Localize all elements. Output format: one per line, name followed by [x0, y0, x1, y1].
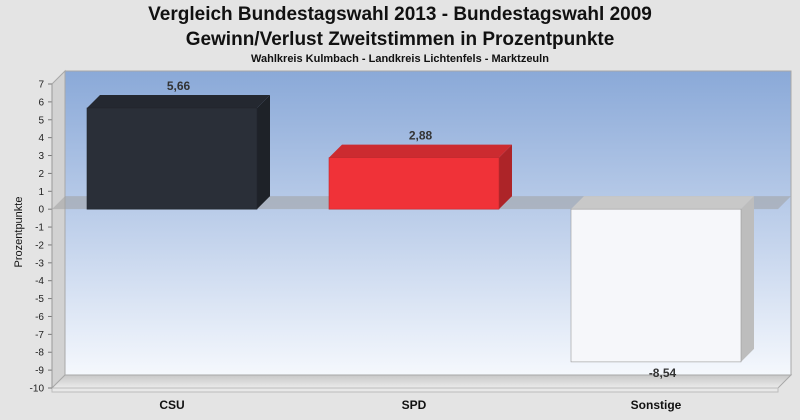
bar-sonstige	[570, 196, 754, 363]
data-label: -8,54	[649, 366, 677, 380]
data-label: 5,66	[167, 79, 191, 93]
plot-base	[51, 387, 779, 393]
y-axis: 7 6 5 4 3 2 1 0 -1 -2 -3 -4 -5 -6 -7 -8 -9 -10	[30, 80, 53, 395]
y-tick-label: 3	[38, 151, 44, 162]
y-tick-label: -5	[35, 294, 44, 305]
y-tick-label: -8	[35, 348, 44, 359]
bar-csu	[86, 94, 270, 210]
bar-spd	[328, 144, 512, 210]
y-tick-label: -9	[35, 366, 44, 377]
bar-side	[257, 94, 270, 210]
y-tick-label: 6	[38, 97, 44, 108]
plot-left-wall	[51, 69, 66, 390]
x-tick-label: CSU	[159, 398, 184, 412]
y-tick-label: -7	[35, 330, 44, 341]
y-tick-label: 5	[38, 115, 44, 126]
bar-front	[570, 208, 742, 363]
bar-side	[741, 196, 754, 362]
x-tick-label: Sonstige	[631, 398, 682, 412]
plot-floor	[50, 374, 793, 389]
bars: 5,66 2,88 -8,54	[86, 79, 754, 380]
y-tick-label: 7	[38, 80, 44, 91]
y-axis-title: Prozentpunkte	[13, 197, 25, 268]
y-tick-label: 1	[38, 187, 44, 198]
data-label: 2,88	[409, 129, 433, 143]
y-tick-label: -3	[35, 258, 44, 269]
chart-title-line2: Gewinn/Verlust Zweitstimmen in Prozentpu…	[185, 29, 615, 50]
chart-subtitle: Wahlkreis Kulmbach - Landkreis Lichtenfe…	[251, 53, 549, 65]
y-tick-label: -10	[30, 384, 45, 395]
y-tick-label: -1	[35, 223, 44, 234]
y-tick-label: -2	[35, 240, 44, 251]
bar-top	[87, 94, 270, 108]
bar-top	[571, 196, 754, 210]
chart-title: Vergleich Bundestagswahl 2013 - Bundesta…	[148, 4, 652, 25]
bar-front	[328, 157, 500, 210]
y-tick-label: -6	[35, 312, 44, 323]
y-tick-label: 4	[38, 133, 44, 144]
bar-side	[499, 144, 512, 210]
y-tick-label: 0	[38, 205, 44, 216]
y-tick-label: -4	[35, 276, 44, 287]
bar-top	[329, 144, 512, 158]
bar-front	[86, 107, 258, 210]
y-tick-label: 2	[38, 169, 44, 180]
x-axis: CSU SPD Sonstige	[159, 398, 681, 412]
x-tick-label: SPD	[402, 398, 427, 412]
